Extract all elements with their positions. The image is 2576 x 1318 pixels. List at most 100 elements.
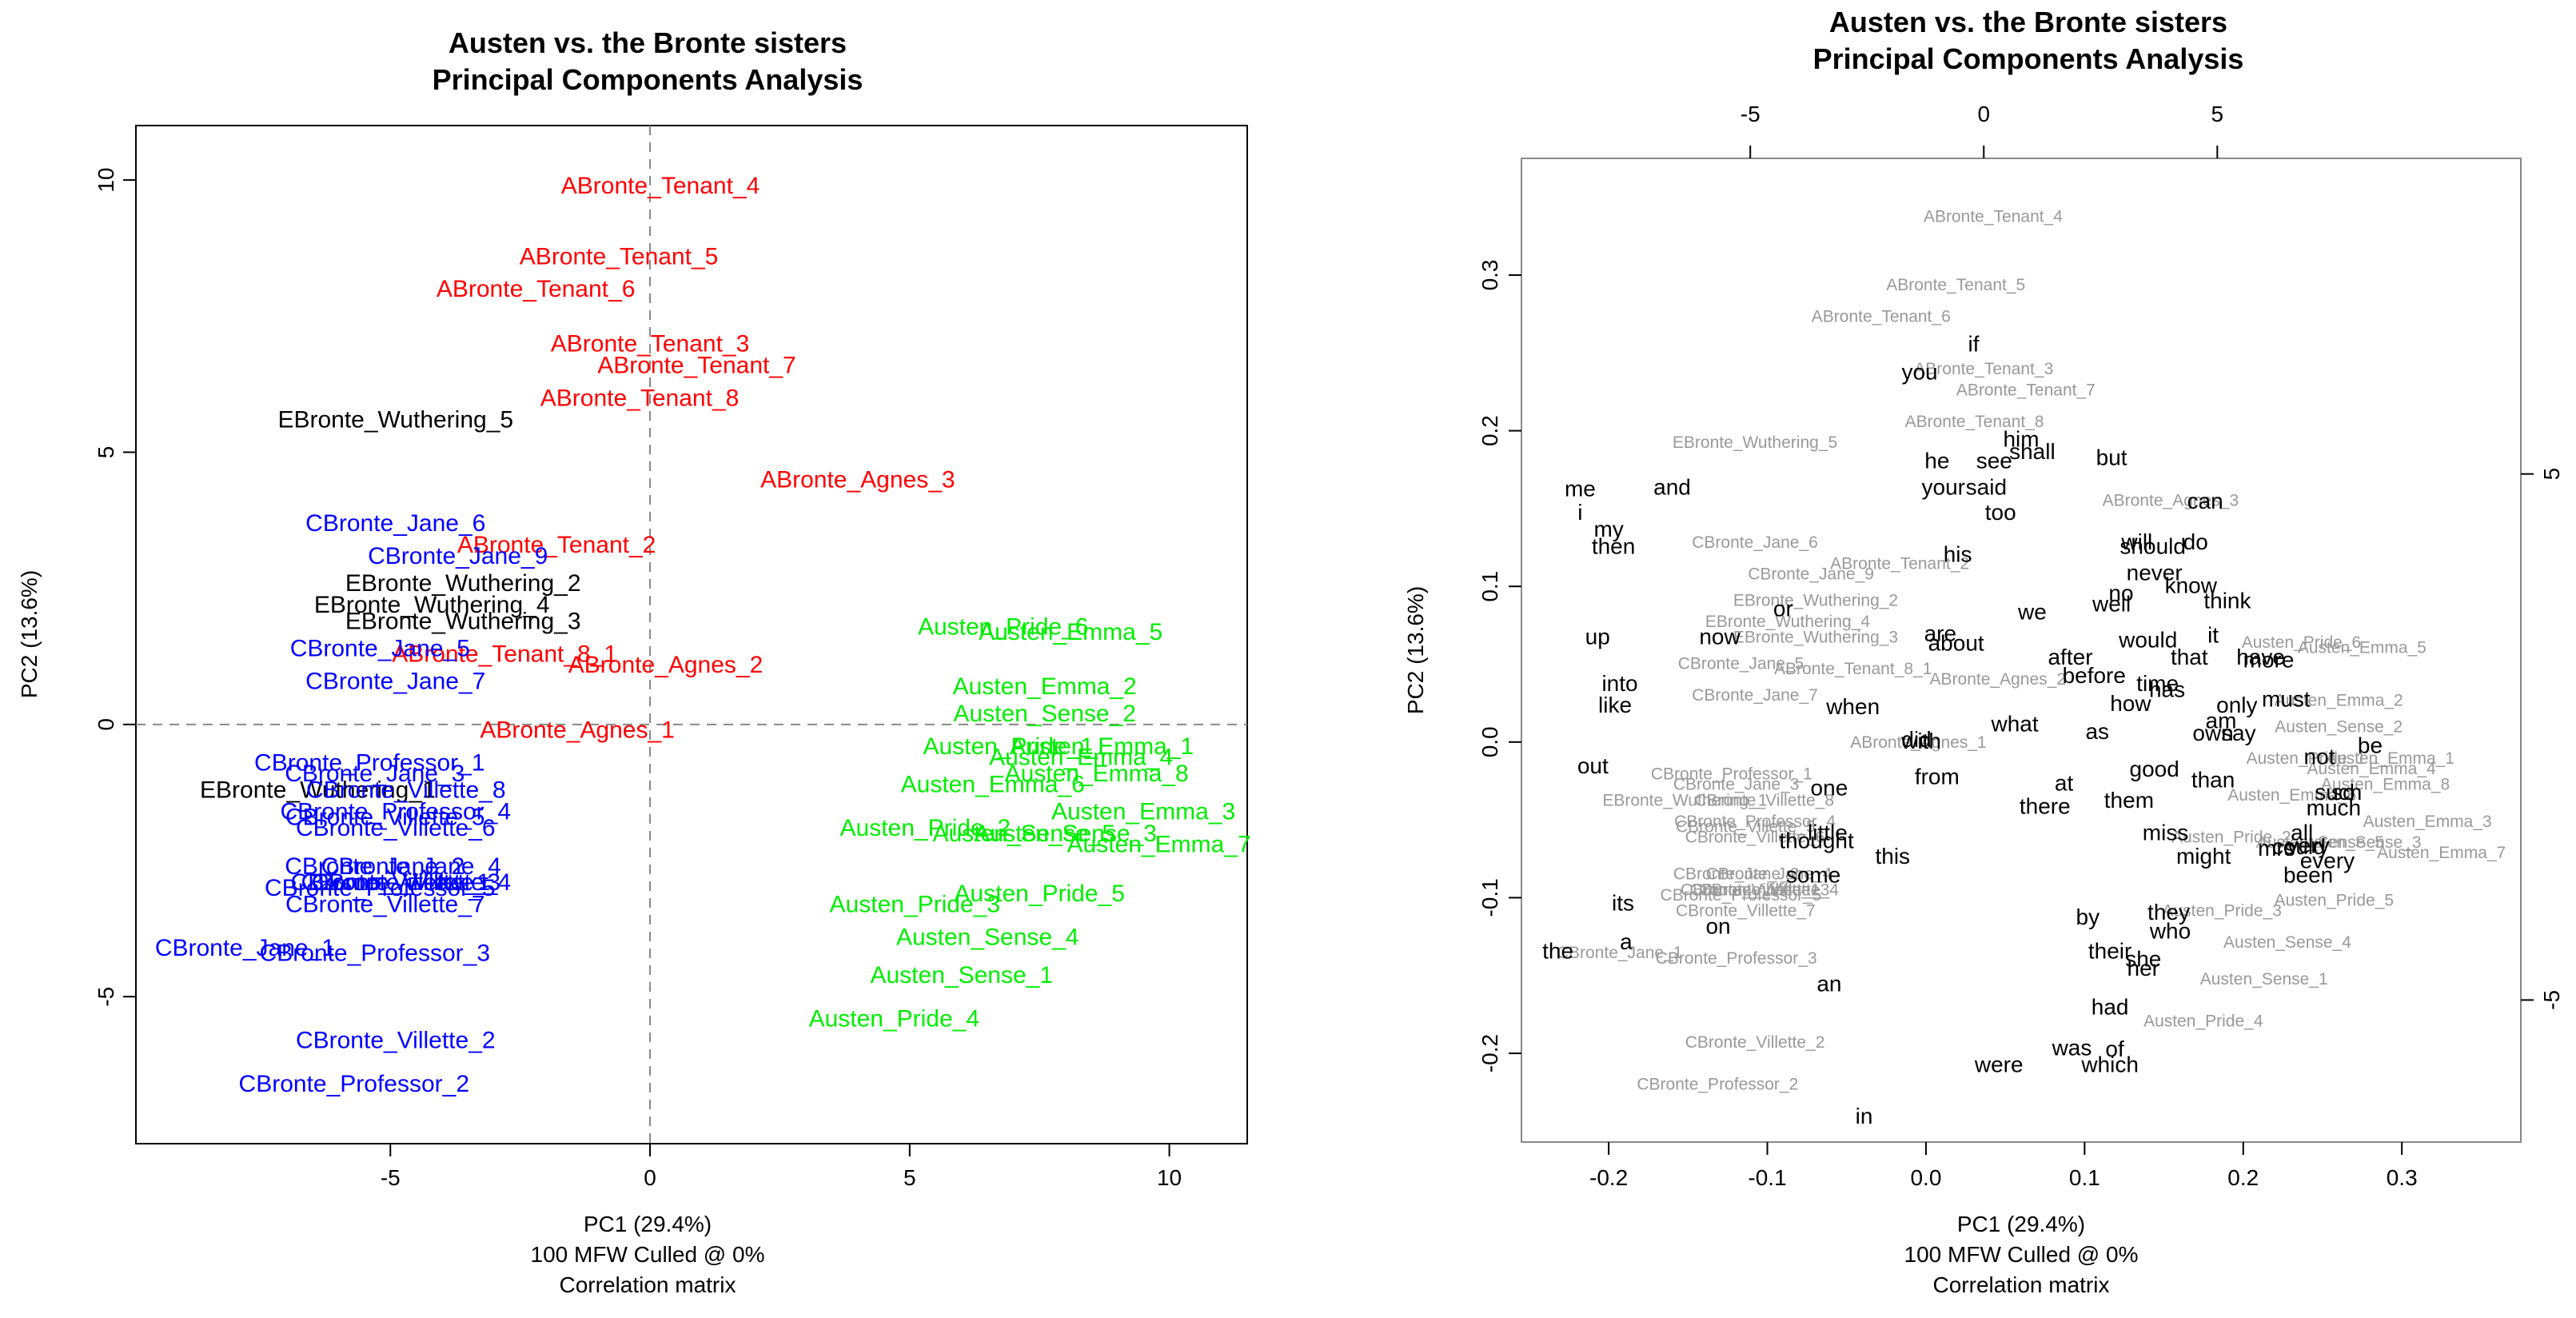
word-all: all [2291,821,2313,845]
word-when: when [1825,694,1880,719]
word-your: your [1922,475,1965,500]
word-no: no [2108,581,2133,605]
zero-reference-lines [136,126,1247,1144]
sample-label-abronte-tenant-6: ABronte_Tenant_6 [437,276,636,302]
biplot-sample-cbronte-jane-7: CBronte_Jane_7 [1692,686,1818,705]
x-tick-label: 5 [903,1165,916,1190]
word-by: by [2076,905,2100,929]
word-have: have [2236,645,2285,669]
word-are: are [1924,621,1956,646]
word-too: too [1985,500,2016,525]
biplot-y-axis: -0.2 -0.1 0.0 0.1 0.2 0.3 [1477,259,1521,1072]
biplot-y-axis-label: PC2 (13.6%) [1403,586,1428,714]
word-well: well [2092,592,2131,617]
word-and: and [1653,475,1691,500]
sample-label-cbronte-villette-4: CBronte_Villette_4 [311,869,511,896]
sample-label-cbronte-jane-5: CBronte_Jane_5 [290,636,470,662]
word-one: one [1811,775,1848,800]
word-into: into [1601,671,1637,696]
word-know: know [2165,573,2218,597]
biplot-sample-abronte-tenant-8-1: ABronte_Tenant_8_1 [1774,660,1932,678]
biplot-sample-labels: ABronte_Tenant_4 ABronte_Tenant_5 ABronte_… [1557,207,2506,1093]
word-time: time [2136,671,2179,696]
word-miss: miss [2143,821,2189,845]
biplot-sample-cbronte-villette-2: CBronte_Villette_2 [1685,1033,1825,1052]
pca-biplot-panel: Austen vs. the Bronte sisters Principal … [1403,6,2564,1297]
biplot-sample-cbronte-professor-4: CBronte_Professor_4 [1674,813,1836,831]
word-him: him [2003,426,2039,451]
word-a: a [1620,929,1633,954]
word-from: from [1915,765,1960,789]
biplot-sample-cbronte-villette-5: CBronte_Villette_5 [1676,817,1816,836]
word-think: think [2203,589,2251,613]
sample-label-cbronte-professor-3: CBronte_Professor_3 [260,941,491,967]
word-the: the [1542,939,1573,964]
x-axis-label-mfw: 100 MFW Culled @ 0% [531,1242,765,1267]
word-will: will [2120,529,2152,554]
word-more: more [2243,648,2295,673]
sample-label-austen-emma-7: Austen_Emma_7 [1067,832,1251,858]
word-we: we [2017,599,2047,624]
biplot-right-tick-label: 5 [2539,468,2564,481]
sample-label-cbronte-jane-1: CBronte_Jane_1 [155,935,335,961]
word-did: did [1901,727,1931,752]
word-good: good [2130,757,2179,781]
biplot-sample-cbronte-jane-1: CBronte_Jane_1 [1557,944,1683,962]
biplot-sample-cbronte-jane-4: CBronte_Jane_4 [1706,865,1832,884]
word-of: of [2105,1036,2124,1061]
word-how: how [2110,691,2151,716]
word-if: if [1968,332,1979,357]
word-thought: thought [1779,828,1854,853]
sample-label-cbronte-villette-6: CBronte_Villette_6 [296,815,496,841]
sample-label-abronte-agnes-2: ABronte_Agnes_2 [568,652,764,678]
biplot-frame [1521,158,2522,1143]
sample-label-cbronte-villette-1: CBronte_Villette_1 [290,869,490,896]
biplot-sample-cbronte-villette-7: CBronte_Villette_7 [1676,902,1816,921]
word-very: very [2287,833,2330,857]
chart-title: Austen vs. the Bronte sisters [449,26,847,59]
biplot-sample-austen-emma-3: Austen_Emma_3 [2363,813,2492,831]
biplot-sample-austen-emma-5: Austen_Emma_5 [2298,639,2426,657]
sample-label-abronte-tenant-3: ABronte_Tenant_3 [551,330,750,357]
word-with: with [1900,729,1941,753]
sample-label-abronte-tenant-2: ABronte_Tenant_2 [457,532,656,558]
biplot-sample-ebronte-wuthering-4: EBronte_Wuthering_4 [1705,613,1871,631]
word-before: before [2063,663,2126,688]
word-were: were [1974,1052,2024,1077]
biplot-y-tick-label: 0.1 [1477,571,1502,602]
sample-label-cbronte-villette-5: CBronte_Villette_5 [285,805,485,831]
sample-label-austen-emma-6: Austen_Emma_6 [901,772,1085,798]
word-see: see [1976,449,2012,473]
biplot-sample-austen-emma-4: Austen_Emma_4 [2307,760,2436,778]
word-its: its [1612,890,1634,915]
word-little: little [1808,821,1848,845]
biplot-x-axis-label-mfw: 100 MFW Culled @ 0% [1904,1242,2139,1267]
biplot-sample-abronte-tenant-4: ABronte_Tenant_4 [1924,207,2063,226]
word-there: there [2020,794,2071,819]
sample-label-ebronte-wuthering-3: EBronte_Wuthering_3 [345,608,581,634]
word-been: been [2283,862,2333,887]
pca-scatter-panel: Austen vs. the Bronte sisters Principal … [17,26,1251,1297]
sample-label-cbronte-villette-2: CBronte_Villette_2 [296,1028,496,1054]
biplot-sample-austen-sense-2: Austen_Sense_2 [2275,717,2403,736]
biplot-y-tick-label: -0.2 [1477,1034,1502,1072]
word-than: than [2191,768,2235,793]
word-so: so [2331,780,2355,805]
biplot-sample-ebronte-wuthering-2: EBronte_Wuthering_2 [1733,592,1898,610]
word-am: am [2206,709,2237,733]
sample-label-austen-emma-2: Austen_Emma_2 [953,673,1137,700]
biplot-sample-ebronte-wuthering-1: EBronte_Wuthering_1 [1602,791,1767,809]
biplot-x-tick-label: 0.0 [1910,1165,1941,1190]
word-she: she [2125,946,2161,971]
sample-label-ebronte-wuthering-5: EBronte_Wuthering_5 [277,407,513,433]
word-own: own [2192,721,2233,745]
sample-label-cbronte-jane-7: CBronte_Jane_7 [305,668,485,694]
word-they: they [2147,900,2190,925]
sample-label-austen-emma-1: Austen_Emma_1 [1010,733,1194,760]
word-would: would [2118,627,2177,652]
biplot-sample-ebronte-wuthering-3: EBronte_Wuthering_3 [1733,629,1898,647]
x-tick-label: 0 [644,1165,656,1190]
word-but: but [2096,445,2127,470]
biplot-y-tick-label: 0.2 [1477,415,1502,446]
biplot-sample-austen-pride-5: Austen_Pride_5 [2275,891,2394,909]
